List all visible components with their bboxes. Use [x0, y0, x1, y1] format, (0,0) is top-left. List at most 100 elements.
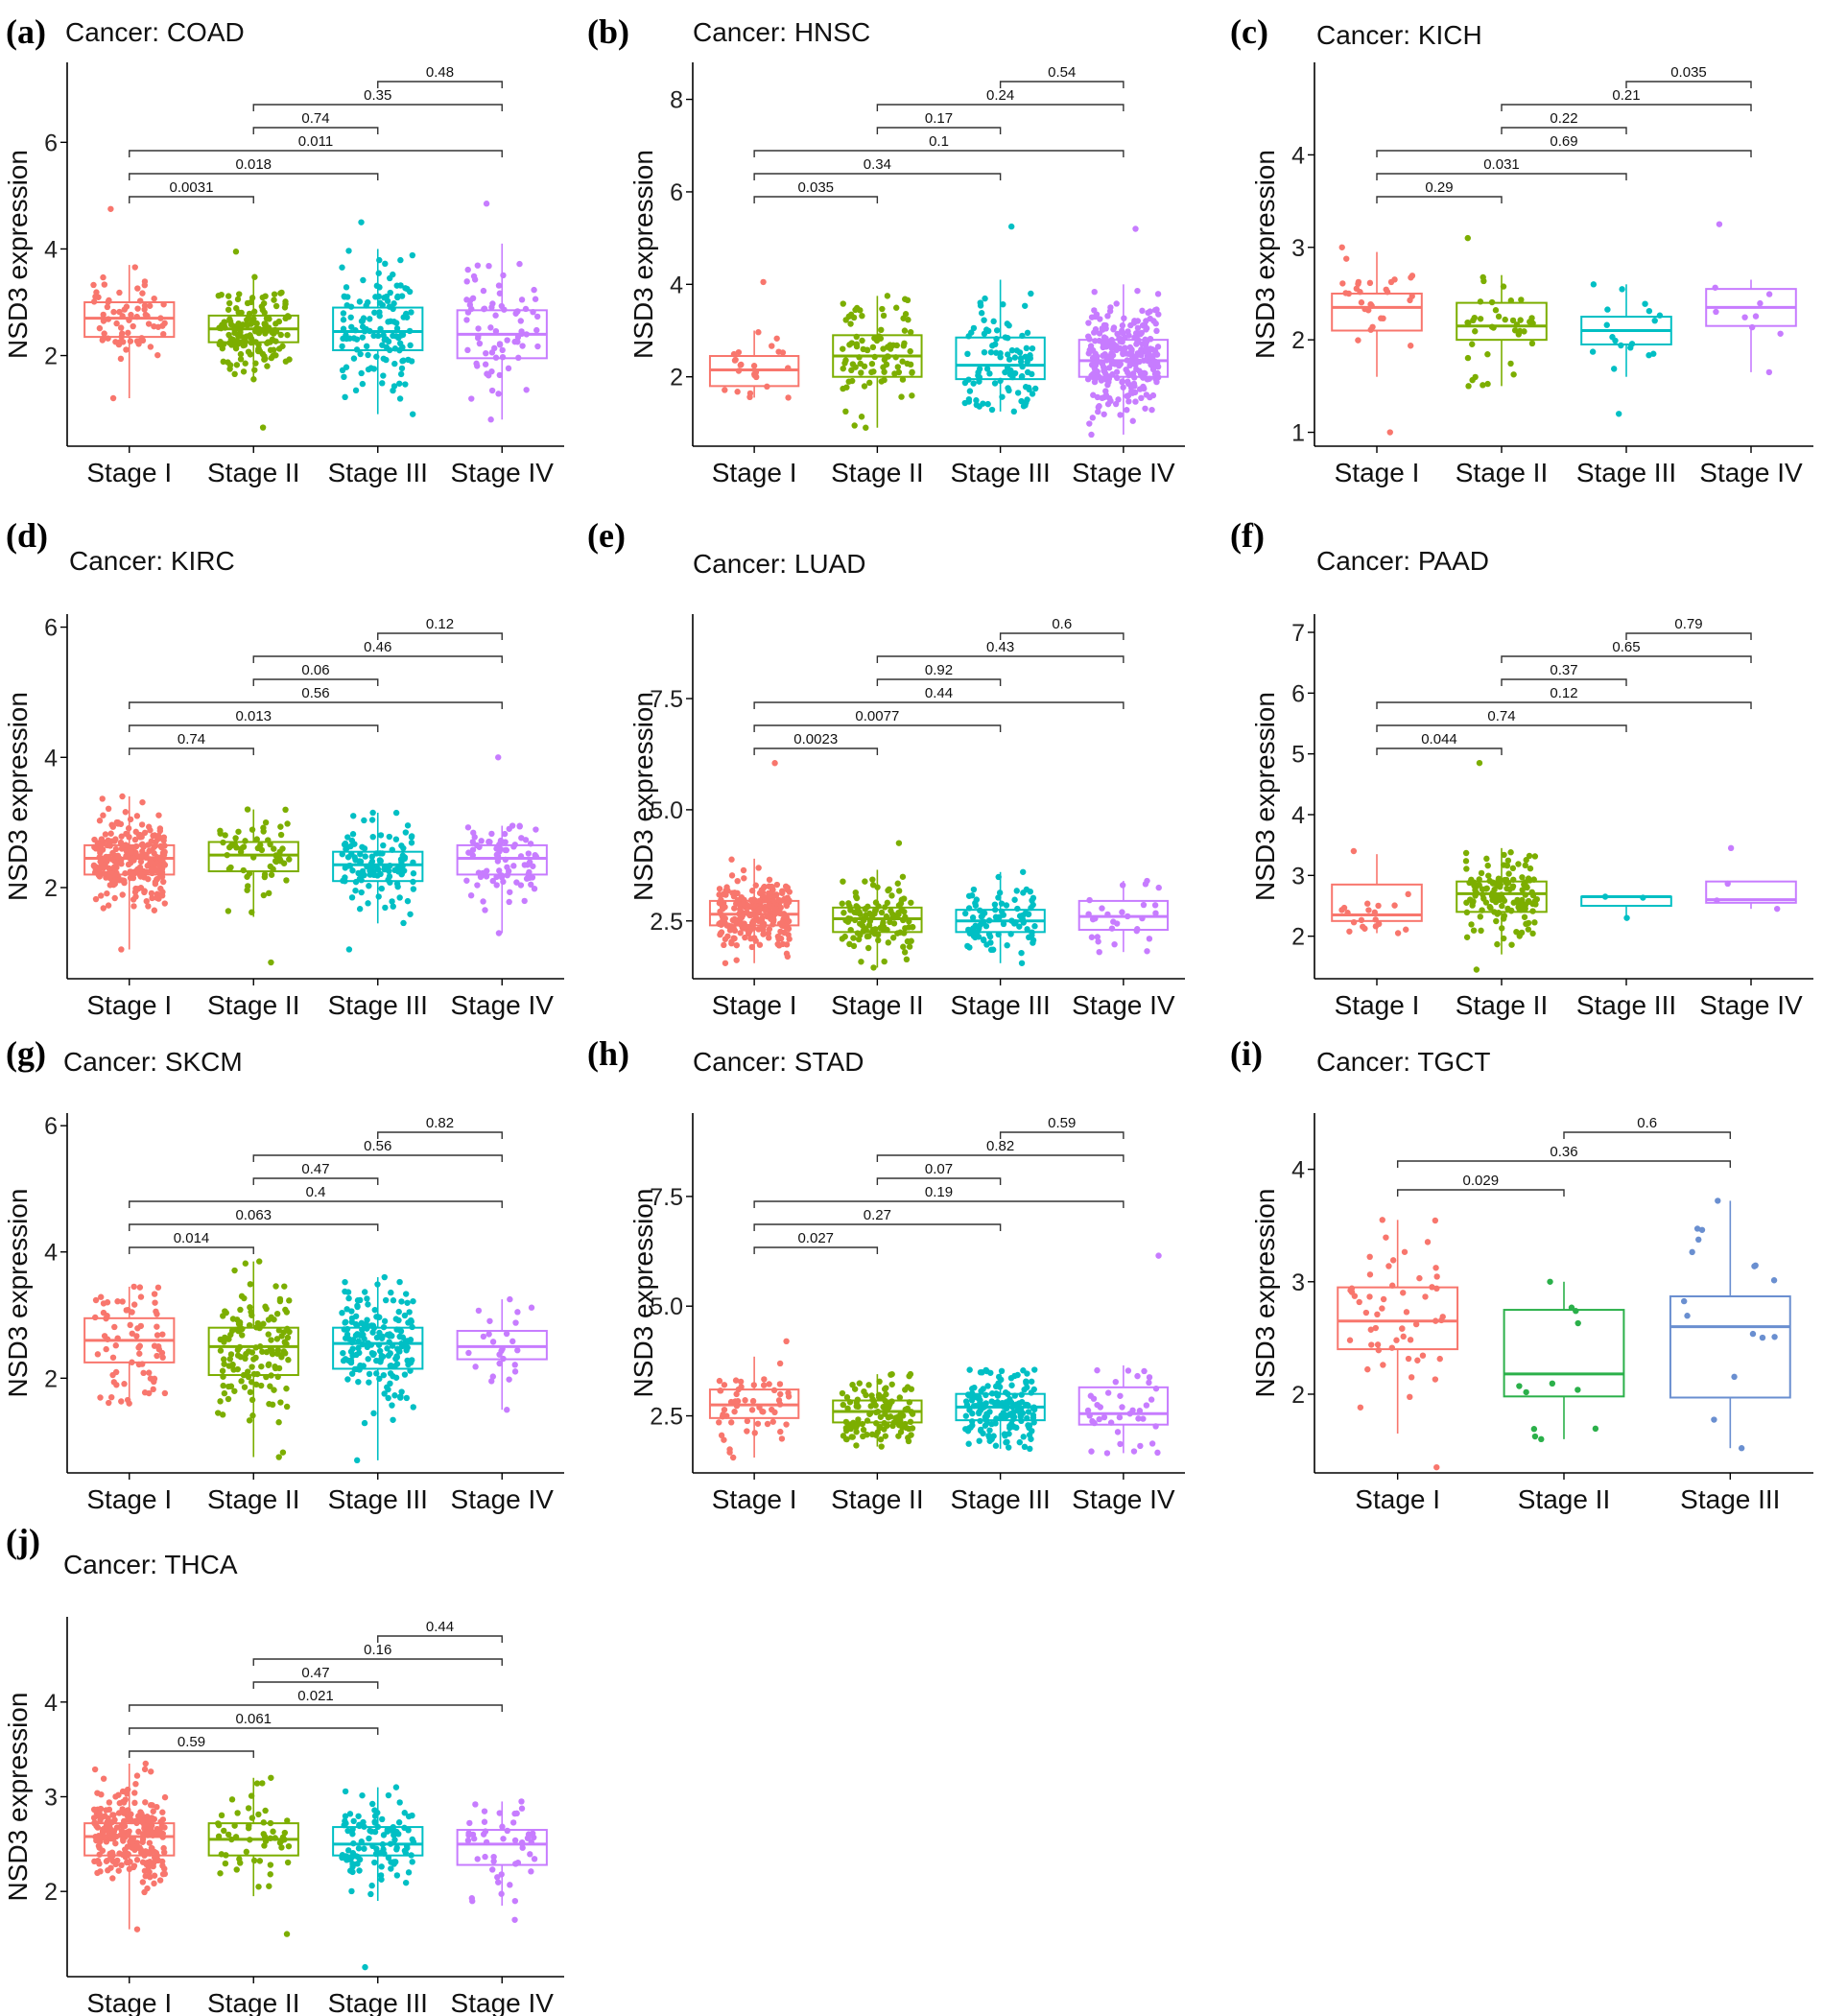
data-point: [1103, 1450, 1111, 1457]
data-point: [990, 1433, 997, 1439]
panel-title: Cancer: SKCM: [63, 1047, 243, 1077]
data-point: [399, 1334, 407, 1340]
data-point: [249, 1312, 255, 1318]
data-point: [154, 1311, 160, 1317]
data-point: [116, 289, 123, 296]
data-point: [1132, 361, 1139, 368]
data-point: [130, 1283, 137, 1291]
data-point: [400, 844, 407, 852]
data-point: [387, 1363, 393, 1369]
data-point: [1030, 1386, 1037, 1393]
data-point: [1380, 1295, 1387, 1303]
data-point: [387, 289, 393, 296]
data-point: [1385, 1263, 1392, 1269]
y-tick-label: 6: [1291, 680, 1305, 707]
data-point: [253, 1780, 261, 1787]
data-point: [1030, 1404, 1037, 1411]
data-point: [504, 337, 510, 344]
data-point: [1486, 903, 1493, 911]
data-point: [1715, 1198, 1721, 1204]
data-point: [1375, 1346, 1383, 1354]
data-point: [977, 907, 983, 914]
data-point: [501, 830, 509, 838]
data-point: [393, 1361, 401, 1367]
data-point: [495, 1879, 502, 1886]
data-point: [846, 1399, 854, 1406]
data-point: [99, 1847, 107, 1854]
data-point: [511, 1837, 519, 1844]
data-point: [392, 1784, 400, 1791]
data-point: [899, 358, 906, 365]
data-point: [125, 861, 132, 868]
data-point: [895, 902, 903, 909]
p-value-label: 0.92: [925, 662, 953, 678]
data-point: [905, 1437, 912, 1445]
box-iqr: [1705, 880, 1797, 904]
data-point: [879, 921, 887, 929]
data-point: [282, 358, 290, 365]
data-point: [406, 1309, 413, 1316]
data-point: [1025, 1409, 1032, 1415]
data-point: [132, 1780, 139, 1788]
box-stage-ii: [207, 806, 299, 966]
y-tick-label: 7: [1291, 620, 1305, 647]
comparison-bracket: [377, 1635, 503, 1643]
data-point: [374, 1281, 381, 1288]
data-point: [1403, 926, 1409, 933]
data-point: [500, 1355, 507, 1363]
y-tick-label: 4: [670, 272, 683, 298]
data-point: [532, 852, 538, 859]
data-point: [870, 368, 877, 375]
p-value-label: 0.044: [1421, 731, 1457, 747]
data-point: [227, 1351, 235, 1358]
data-point: [1124, 913, 1131, 920]
data-point: [273, 1336, 281, 1342]
data-point: [377, 1872, 385, 1879]
data-point: [1357, 289, 1363, 296]
data-point: [342, 1319, 348, 1326]
data-point: [281, 1829, 289, 1837]
data-point: [1499, 902, 1505, 910]
comparison-bracket: [1376, 150, 1752, 157]
data-point: [112, 339, 119, 345]
p-value-label: 0.031: [1483, 156, 1520, 173]
p-value-label: 0.035: [1670, 64, 1707, 81]
data-point: [370, 1324, 378, 1332]
data-point: [901, 949, 909, 956]
comparison-bracket: [999, 632, 1125, 640]
data-point: [506, 898, 512, 906]
data-point: [109, 1354, 117, 1361]
data-point: [1130, 380, 1138, 388]
data-point: [971, 1384, 978, 1391]
comparison-bracket: [1625, 81, 1752, 88]
data-point: [735, 1386, 742, 1393]
data-point: [339, 264, 345, 271]
data-point: [395, 1308, 402, 1316]
data-point: [248, 1379, 255, 1386]
data-point: [1152, 1423, 1159, 1430]
data-point: [876, 1378, 883, 1386]
data-point: [1574, 1319, 1581, 1327]
data-point: [533, 826, 539, 833]
data-point: [879, 305, 886, 313]
data-point: [1530, 876, 1537, 883]
y-tick-label: 4: [44, 236, 58, 263]
box-stage-i: [708, 278, 800, 401]
data-point: [1469, 341, 1476, 347]
data-point: [760, 931, 767, 937]
data-point: [396, 380, 403, 387]
p-value-label: 0.6: [1052, 616, 1072, 632]
data-point: [398, 365, 406, 372]
data-point: [404, 285, 411, 293]
data-point: [856, 909, 863, 915]
data-point: [1019, 332, 1026, 340]
data-point: [1383, 1234, 1389, 1241]
data-point: [393, 325, 401, 332]
data-point: [843, 384, 850, 391]
data-point: [754, 1420, 762, 1427]
data-point: [1107, 1419, 1115, 1426]
data-point: [861, 383, 868, 390]
data-point: [161, 861, 168, 868]
comparison-bracket: [753, 1246, 879, 1254]
data-point: [1149, 366, 1157, 373]
